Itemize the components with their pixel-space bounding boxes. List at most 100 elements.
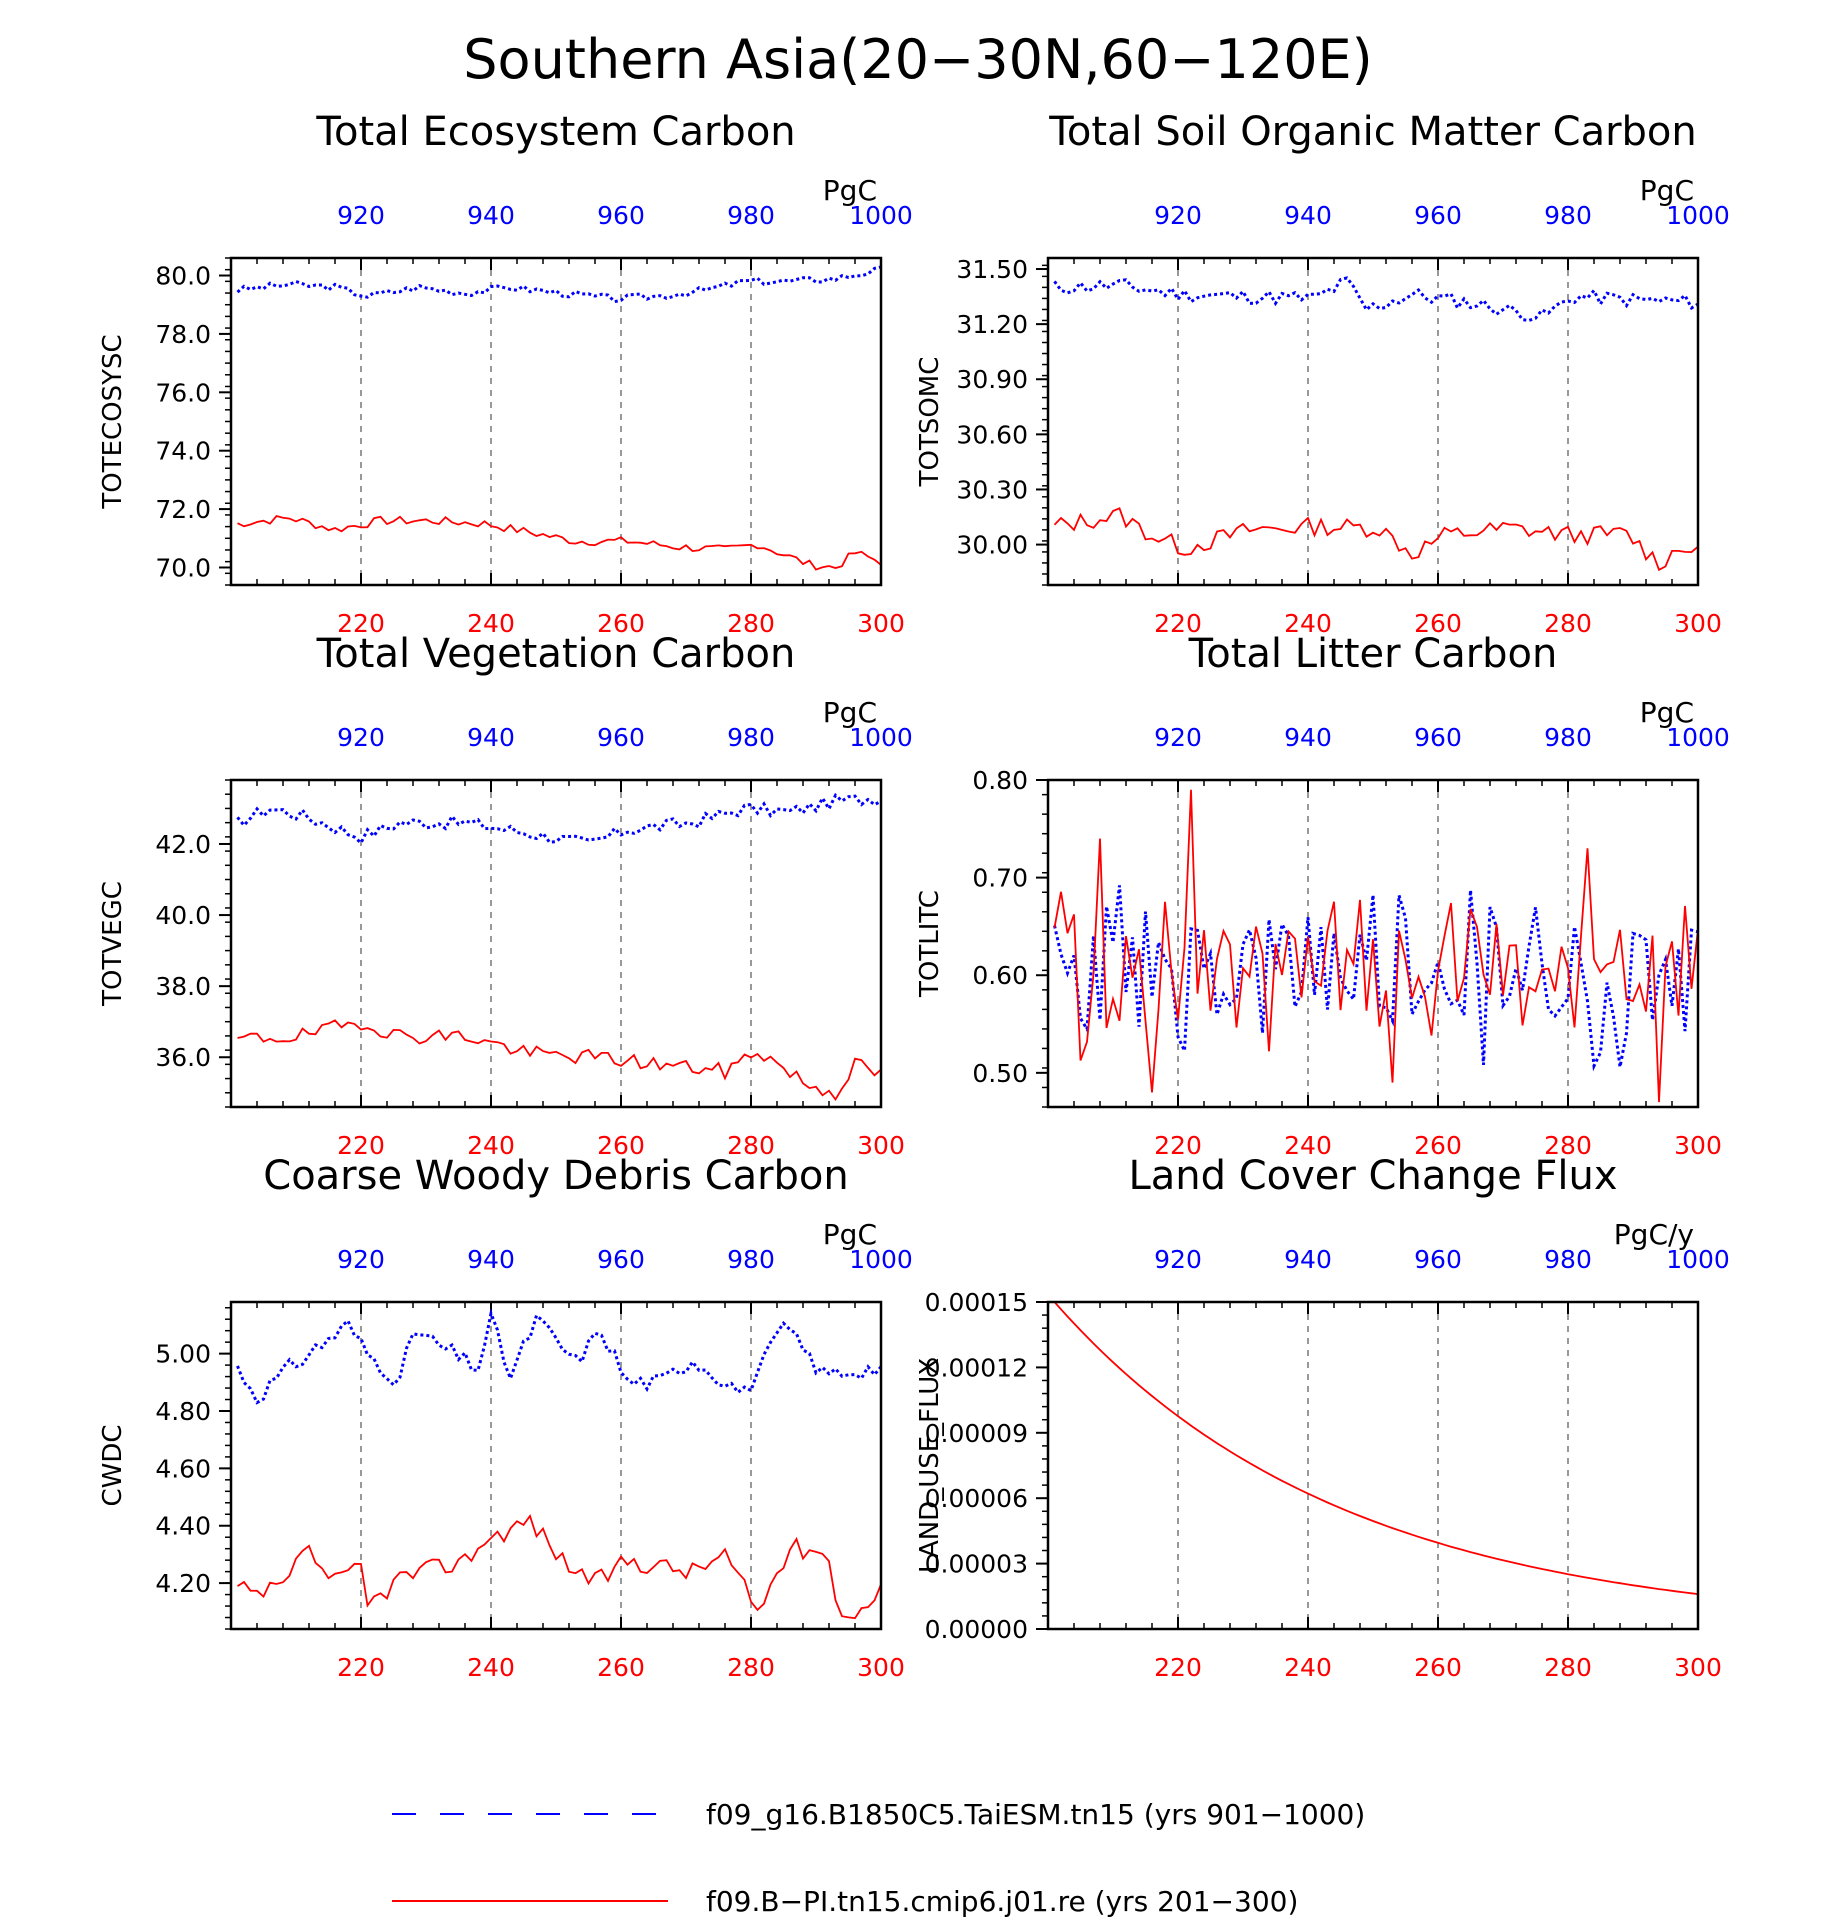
x-tick-label-bottom: 280 bbox=[1544, 609, 1592, 638]
x-tick-label-top: 940 bbox=[1284, 723, 1332, 752]
unit-label: PgC bbox=[823, 174, 877, 207]
x-tick-label-bottom: 260 bbox=[1414, 609, 1462, 638]
unit-label: PgC bbox=[823, 1218, 877, 1251]
y-tick-label: 31.20 bbox=[956, 310, 1028, 339]
x-tick-label-bottom: 240 bbox=[467, 1131, 515, 1160]
panel-title: Total Litter Carbon bbox=[1188, 631, 1558, 677]
x-tick-label-bottom: 260 bbox=[597, 609, 645, 638]
x-tick-label-top: 1000 bbox=[1666, 1245, 1730, 1274]
panel-title: Coarse Woody Debris Carbon bbox=[263, 1153, 848, 1199]
x-tick-label-top: 1000 bbox=[849, 201, 913, 230]
y-axis-label: CWDC bbox=[98, 1424, 128, 1506]
x-tick-label-bottom: 300 bbox=[857, 1131, 905, 1160]
y-tick-label: 30.60 bbox=[956, 420, 1028, 449]
x-tick-label-top: 980 bbox=[727, 201, 775, 230]
y-tick-label: 72.0 bbox=[155, 495, 211, 524]
series-line-red bbox=[1053, 507, 1698, 572]
x-tick-label-bottom: 220 bbox=[337, 609, 385, 638]
y-axis-label: TOTSOMC bbox=[915, 357, 945, 488]
y-tick-label: 38.0 bbox=[155, 972, 211, 1001]
y-tick-label: 0.00003 bbox=[925, 1550, 1028, 1579]
y-tick-label: 0.00012 bbox=[925, 1353, 1028, 1382]
y-axis-label: LAND_USE_FLUX bbox=[915, 1358, 945, 1573]
panel-1: Total Ecosystem Carbon PgC TOTECOSYSC 220 92… bbox=[98, 109, 913, 638]
y-tick-label: 40.0 bbox=[155, 901, 211, 930]
x-tick-label-bottom: 220 bbox=[337, 1131, 385, 1160]
y-tick-label: 76.0 bbox=[155, 378, 211, 407]
series-line-red bbox=[237, 514, 881, 571]
panel-3: Total Vegetation Carbon PgC TOTVEGC 220 920 2… bbox=[98, 631, 913, 1160]
y-tick-label: 74.0 bbox=[155, 437, 211, 466]
x-tick-label-bottom: 260 bbox=[597, 1653, 645, 1682]
y-tick-label: 78.0 bbox=[155, 320, 211, 349]
panel-title: Total Soil Organic Matter Carbon bbox=[1048, 109, 1697, 155]
panels: Total Ecosystem Carbon PgC TOTECOSYSC 220 92… bbox=[98, 109, 1730, 1682]
x-tick-label-top: 1000 bbox=[1666, 723, 1730, 752]
x-tick-label-top: 980 bbox=[727, 1245, 775, 1274]
x-tick-label-top: 960 bbox=[597, 1245, 645, 1274]
y-axis-label: TOTLITC bbox=[915, 890, 945, 998]
x-tick-label-bottom: 280 bbox=[727, 609, 775, 638]
y-tick-label: 4.20 bbox=[155, 1569, 211, 1598]
x-tick-label-top: 920 bbox=[337, 723, 385, 752]
panel-title: Land Cover Change Flux bbox=[1128, 1153, 1617, 1199]
x-tick-label-top: 960 bbox=[1414, 723, 1462, 752]
x-tick-label-top: 920 bbox=[1154, 1245, 1202, 1274]
x-tick-label-bottom: 240 bbox=[1284, 1131, 1332, 1160]
x-tick-label-bottom: 220 bbox=[1154, 609, 1202, 638]
plot-frame bbox=[229, 778, 883, 1109]
x-tick-label-top: 940 bbox=[1284, 1245, 1332, 1274]
series-line-blue bbox=[236, 792, 881, 846]
x-tick-label-bottom: 300 bbox=[857, 1653, 905, 1682]
x-tick-label-bottom: 280 bbox=[1544, 1653, 1592, 1682]
plot-frame bbox=[1046, 1300, 1700, 1631]
series-line-red bbox=[1053, 1302, 1698, 1595]
x-tick-label-bottom: 240 bbox=[1284, 609, 1332, 638]
x-tick-label-bottom: 260 bbox=[1414, 1653, 1462, 1682]
series-line-red bbox=[1053, 789, 1698, 1103]
series-line-red bbox=[237, 1514, 881, 1620]
x-tick-label-bottom: 280 bbox=[1544, 1131, 1592, 1160]
x-tick-label-bottom: 240 bbox=[1284, 1653, 1332, 1682]
x-tick-label-top: 920 bbox=[337, 1245, 385, 1274]
series-line-blue bbox=[1053, 276, 1698, 322]
plot-frame bbox=[229, 256, 883, 587]
y-tick-label: 30.90 bbox=[956, 365, 1028, 394]
x-tick-label-top: 960 bbox=[597, 201, 645, 230]
x-tick-label-top: 980 bbox=[1544, 201, 1592, 230]
y-tick-label: 0.50 bbox=[972, 1059, 1028, 1088]
x-tick-label-top: 940 bbox=[467, 201, 515, 230]
x-tick-label-bottom: 300 bbox=[1674, 1653, 1722, 1682]
legend-label-blue: f09_g16.B1850C5.TaiESM.tn15 (yrs 901−100… bbox=[706, 1798, 1365, 1831]
y-tick-label: 36.0 bbox=[155, 1043, 211, 1072]
y-tick-label: 5.00 bbox=[155, 1340, 211, 1369]
x-tick-label-bottom: 300 bbox=[857, 609, 905, 638]
x-tick-label-top: 940 bbox=[467, 723, 515, 752]
x-tick-label-top: 920 bbox=[1154, 723, 1202, 752]
x-tick-label-bottom: 220 bbox=[1154, 1131, 1202, 1160]
y-tick-label: 42.0 bbox=[155, 830, 211, 859]
x-tick-label-top: 1000 bbox=[849, 1245, 913, 1274]
y-tick-label: 30.30 bbox=[956, 475, 1028, 504]
y-tick-label: 0.00015 bbox=[925, 1288, 1028, 1317]
plot-frame bbox=[1046, 778, 1700, 1109]
x-tick-label-top: 940 bbox=[1284, 201, 1332, 230]
x-tick-label-top: 1000 bbox=[849, 723, 913, 752]
figure-title: Southern Asia(20−30N,60−120E) bbox=[463, 28, 1372, 91]
y-tick-label: 4.80 bbox=[155, 1397, 211, 1426]
plot-frame bbox=[1046, 256, 1700, 587]
y-tick-label: 4.60 bbox=[155, 1454, 211, 1483]
legend: f09_g16.B1850C5.TaiESM.tn15 (yrs 901−100… bbox=[392, 1798, 1365, 1918]
x-tick-label-top: 920 bbox=[1154, 201, 1202, 230]
y-tick-label: 30.00 bbox=[956, 531, 1028, 560]
y-tick-label: 31.50 bbox=[956, 255, 1028, 284]
x-tick-label-bottom: 280 bbox=[727, 1131, 775, 1160]
x-tick-label-top: 980 bbox=[727, 723, 775, 752]
y-axis-label: TOTVEGC bbox=[98, 881, 128, 1007]
x-tick-label-bottom: 260 bbox=[597, 1131, 645, 1160]
panel-2: Total Soil Organic Matter Carbon PgC TOTSO… bbox=[915, 109, 1730, 638]
y-tick-label: 0.00009 bbox=[925, 1419, 1028, 1448]
x-tick-label-top: 920 bbox=[337, 201, 385, 230]
x-tick-label-bottom: 300 bbox=[1674, 609, 1722, 638]
